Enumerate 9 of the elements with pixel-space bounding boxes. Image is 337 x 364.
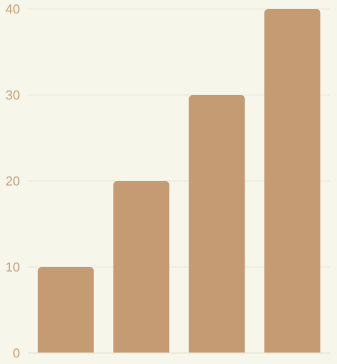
y-tick-label: 30 <box>6 88 20 103</box>
bar <box>188 95 245 353</box>
y-tick-label: 20 <box>6 174 20 189</box>
bar <box>264 9 320 353</box>
bar <box>113 181 170 353</box>
bar <box>38 267 94 353</box>
y-tick-label: 10 <box>6 260 20 275</box>
y-tick-label: 40 <box>6 2 20 17</box>
y-tick-label: 0 <box>12 346 20 361</box>
